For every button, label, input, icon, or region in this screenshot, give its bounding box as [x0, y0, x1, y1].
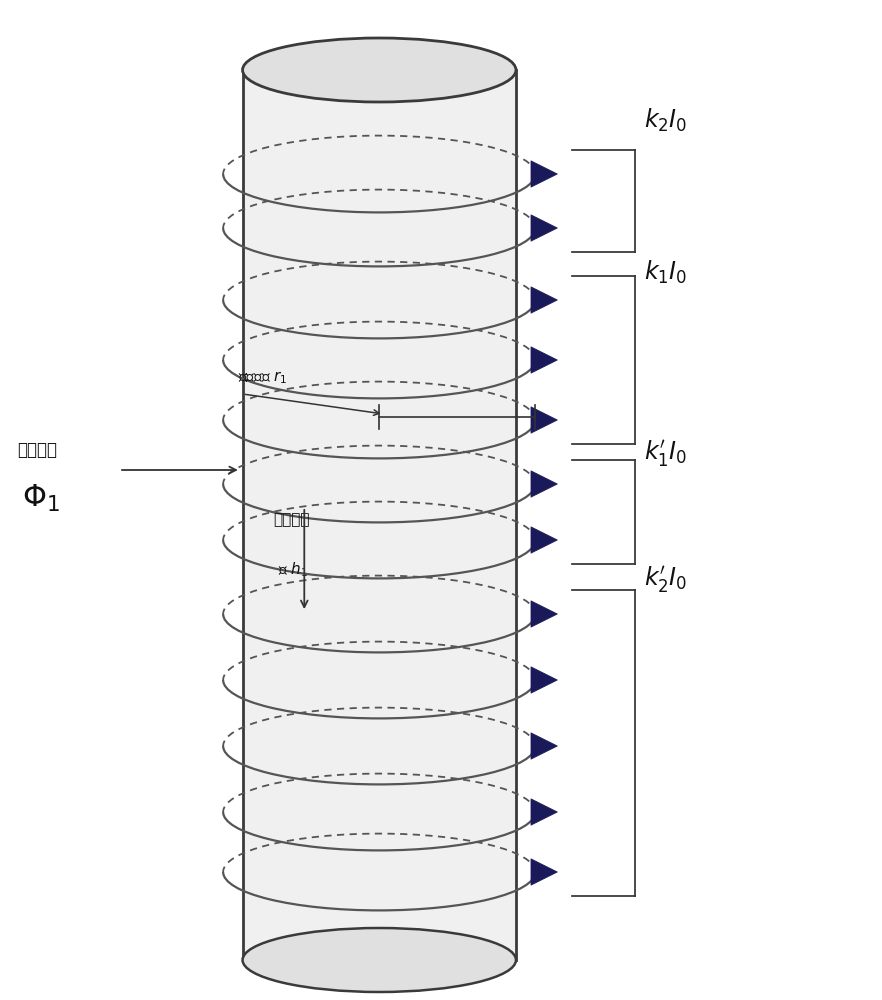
- Text: 线圈匝数: 线圈匝数: [18, 441, 57, 459]
- Text: $k_2 I_0$: $k_2 I_0$: [644, 106, 687, 134]
- Text: 离 $h_1$: 离 $h_1$: [278, 560, 308, 579]
- Text: $\mathit{\Phi}_1$: $\mathit{\Phi}_1$: [22, 482, 60, 514]
- Polygon shape: [531, 215, 557, 241]
- Polygon shape: [531, 601, 557, 627]
- Text: $k_1 I_0$: $k_1 I_0$: [644, 258, 687, 286]
- Ellipse shape: [243, 928, 516, 992]
- Ellipse shape: [243, 38, 516, 102]
- Polygon shape: [531, 161, 557, 187]
- Polygon shape: [243, 70, 516, 960]
- Text: 线圈半径 $r_1$: 线圈半径 $r_1$: [238, 369, 288, 386]
- Polygon shape: [531, 527, 557, 553]
- Polygon shape: [531, 287, 557, 313]
- Polygon shape: [531, 347, 557, 373]
- Polygon shape: [531, 859, 557, 885]
- Polygon shape: [531, 733, 557, 759]
- Polygon shape: [531, 471, 557, 497]
- Text: $k_2' I_0$: $k_2' I_0$: [644, 565, 687, 595]
- Polygon shape: [531, 799, 557, 825]
- Text: $k_1' I_0$: $k_1' I_0$: [644, 439, 687, 469]
- Text: 中心点距: 中心点距: [273, 512, 310, 527]
- Polygon shape: [531, 667, 557, 693]
- Polygon shape: [531, 407, 557, 433]
